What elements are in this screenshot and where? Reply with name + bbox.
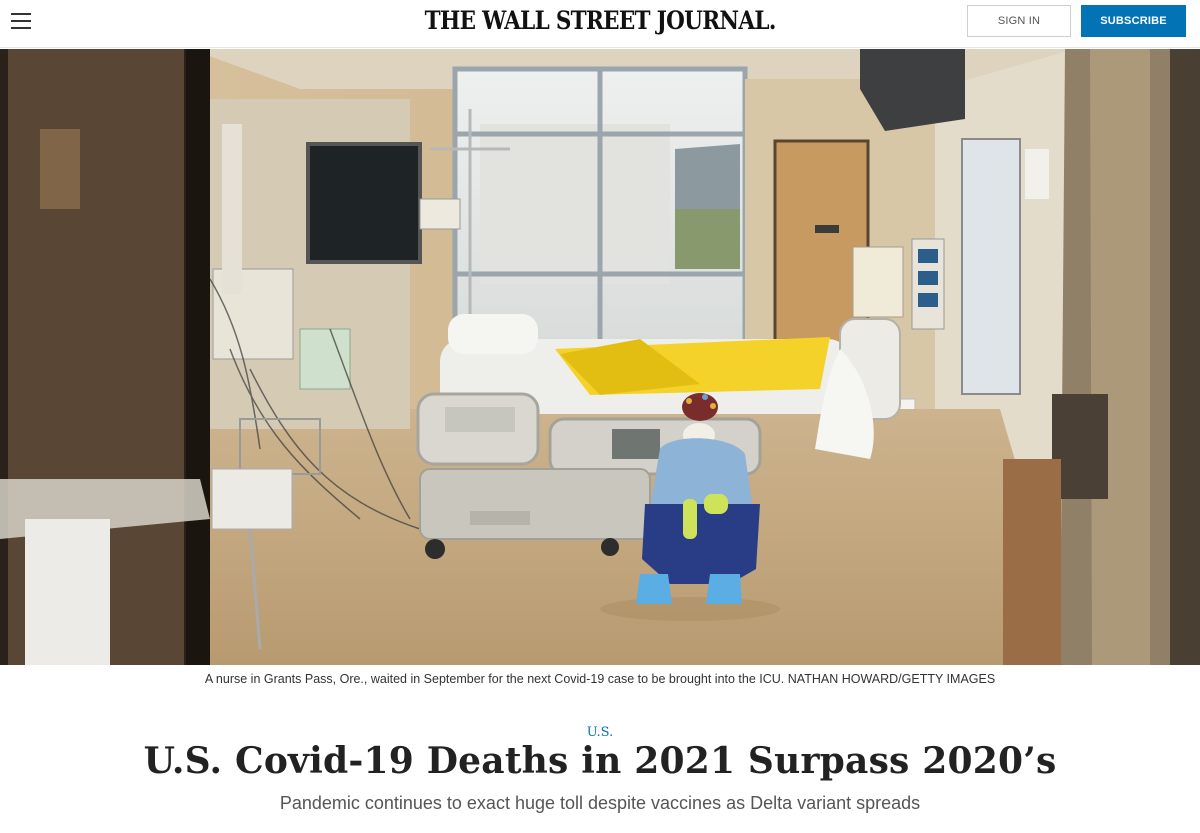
wsj-logo[interactable]: THE WALL STREET JOURNAL.: [424, 6, 777, 35]
article-headline: U.S. Covid-19 Deaths in 2021 Surpass 202…: [143, 740, 1057, 782]
subscribe-button[interactable]: SUBSCRIBE: [1081, 5, 1186, 37]
article-subhead: Pandemic continues to exact huge toll de…: [279, 793, 921, 813]
sign-in-button[interactable]: SIGN IN: [967, 5, 1071, 37]
section-link-us[interactable]: U.S.: [586, 725, 614, 740]
site-header: THE WALL STREET JOURNAL. SIGN IN SUBSCRI…: [0, 0, 1200, 48]
nurse-figure: [636, 393, 760, 604]
hamburger-menu-icon[interactable]: [11, 12, 31, 30]
icu-room-illustration: [0, 49, 1200, 665]
hero-photo: [0, 49, 1200, 665]
photo-caption: A nurse in Grants Pass, Ore., waited in …: [204, 672, 996, 686]
